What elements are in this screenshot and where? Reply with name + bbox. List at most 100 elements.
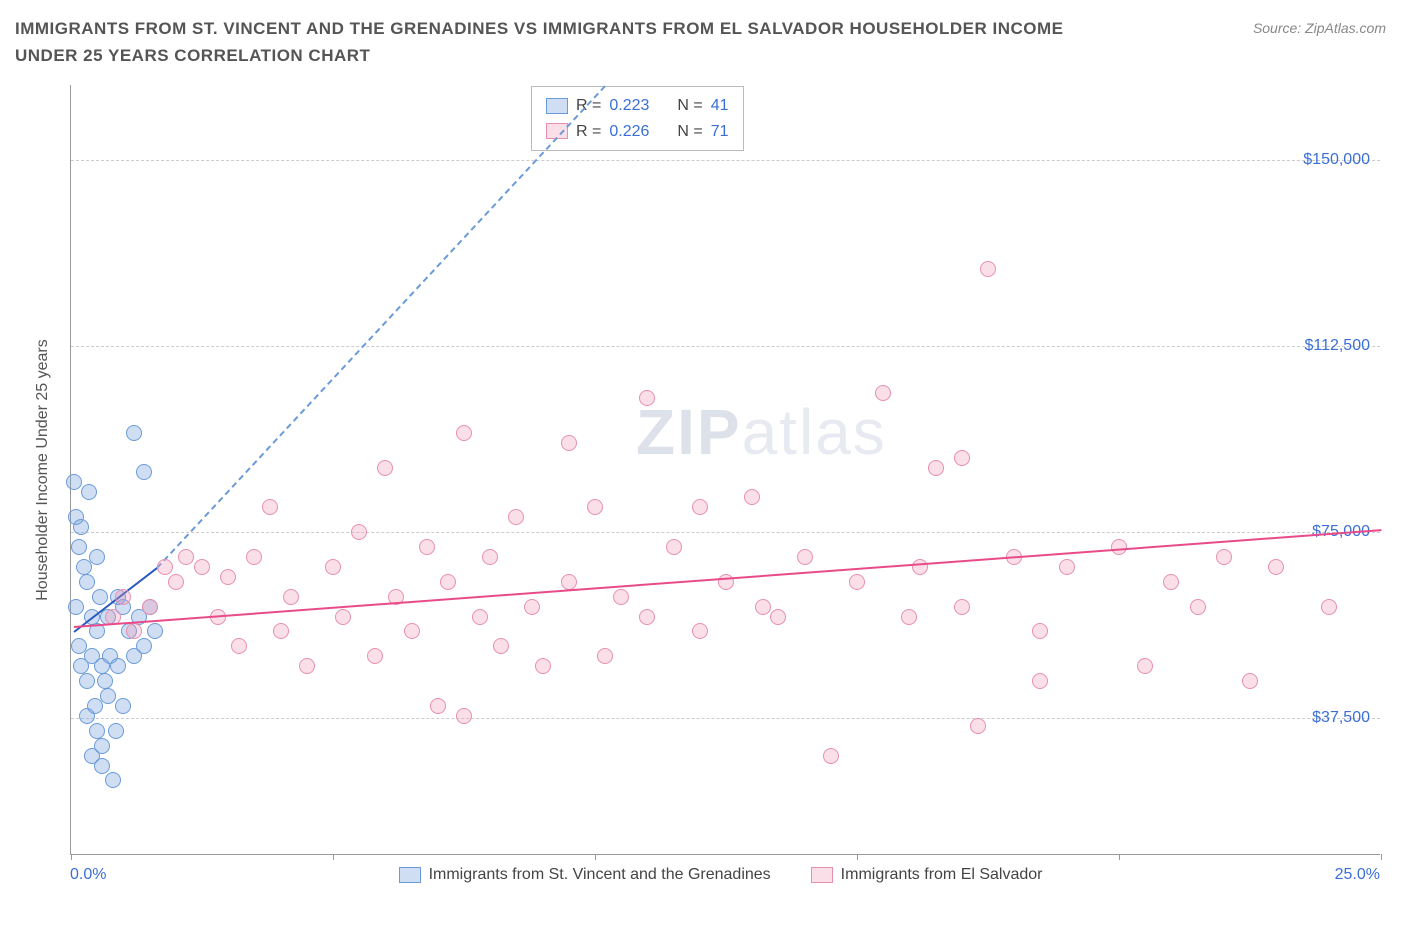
data-point — [178, 549, 194, 565]
data-point — [126, 425, 142, 441]
x-tick — [1381, 854, 1382, 860]
data-point — [126, 623, 142, 639]
y-tick-label: $112,500 — [1304, 337, 1370, 355]
data-point — [92, 589, 108, 605]
data-point — [1242, 673, 1258, 689]
data-point — [351, 524, 367, 540]
data-point — [419, 539, 435, 555]
y-axis-title: Householder Income Under 25 years — [34, 339, 52, 600]
data-point — [68, 599, 84, 615]
data-point — [377, 460, 393, 476]
data-point — [79, 673, 95, 689]
data-point — [561, 435, 577, 451]
data-point — [110, 658, 126, 674]
data-point — [115, 589, 131, 605]
data-point — [901, 609, 917, 625]
data-point — [246, 549, 262, 565]
data-point — [954, 599, 970, 615]
series-legend-label: Immigrants from El Salvador — [841, 866, 1043, 884]
data-point — [1268, 559, 1284, 575]
legend-r-label: R = — [576, 119, 601, 145]
legend-r-label: R = — [576, 93, 601, 119]
data-point — [89, 549, 105, 565]
data-point — [1032, 623, 1048, 639]
data-point — [597, 648, 613, 664]
gridline-h — [71, 160, 1380, 161]
data-point — [299, 658, 315, 674]
data-point — [1321, 599, 1337, 615]
data-point — [94, 738, 110, 754]
legend-swatch — [546, 98, 568, 114]
data-point — [482, 549, 498, 565]
data-point — [283, 589, 299, 605]
data-point — [273, 623, 289, 639]
data-point — [157, 559, 173, 575]
data-point — [613, 589, 629, 605]
data-point — [823, 748, 839, 764]
gridline-h — [71, 346, 1380, 347]
data-point — [73, 519, 89, 535]
legend-n-label: N = — [677, 93, 702, 119]
plot-area: ZIPatlas R = 0.223N = 41R = 0.226N = 71 … — [70, 85, 1380, 855]
data-point — [231, 638, 247, 654]
x-axis-end-label: 25.0% — [1335, 866, 1380, 884]
chart-title: IMMIGRANTS FROM ST. VINCENT AND THE GREN… — [15, 15, 1115, 69]
data-point — [666, 539, 682, 555]
data-point — [639, 390, 655, 406]
data-point — [1111, 539, 1127, 555]
data-point — [692, 499, 708, 515]
data-point — [79, 574, 95, 590]
legend-r-value: 0.226 — [609, 119, 649, 145]
data-point — [136, 464, 152, 480]
legend-n-label: N = — [677, 119, 702, 145]
data-point — [912, 559, 928, 575]
data-point — [524, 599, 540, 615]
data-point — [797, 549, 813, 565]
data-point — [404, 623, 420, 639]
data-point — [692, 623, 708, 639]
data-point — [980, 261, 996, 277]
y-tick-label: $37,500 — [1312, 709, 1370, 727]
watermark-part2: atlas — [742, 396, 887, 468]
trendline-dashed — [157, 85, 606, 568]
x-axis-labels: 0.0% Immigrants from St. Vincent and the… — [70, 860, 1380, 890]
data-point — [115, 698, 131, 714]
data-point — [66, 474, 82, 490]
chart-container: Householder Income Under 25 years ZIPatl… — [15, 85, 1391, 890]
legend-row: R = 0.226N = 71 — [546, 119, 729, 145]
data-point — [142, 599, 158, 615]
data-point — [89, 723, 105, 739]
data-point — [875, 385, 891, 401]
source-attribution: Source: ZipAtlas.com — [1253, 20, 1386, 36]
legend-swatch — [399, 867, 421, 883]
series-legend-item: Immigrants from El Salvador — [811, 866, 1043, 884]
x-axis-start-label: 0.0% — [70, 866, 106, 884]
trendline — [74, 530, 1382, 629]
data-point — [100, 688, 116, 704]
data-point — [262, 499, 278, 515]
watermark: ZIPatlas — [636, 395, 887, 469]
legend-r-value: 0.223 — [609, 93, 649, 119]
data-point — [147, 623, 163, 639]
data-point — [430, 698, 446, 714]
series-legend-label: Immigrants from St. Vincent and the Gren… — [429, 866, 771, 884]
data-point — [220, 569, 236, 585]
data-point — [1032, 673, 1048, 689]
data-point — [71, 539, 87, 555]
data-point — [755, 599, 771, 615]
data-point — [456, 708, 472, 724]
y-tick-label: $150,000 — [1303, 151, 1370, 169]
data-point — [136, 638, 152, 654]
data-point — [108, 723, 124, 739]
data-point — [1190, 599, 1206, 615]
series-legend-item: Immigrants from St. Vincent and the Gren… — [399, 866, 771, 884]
data-point — [587, 499, 603, 515]
data-point — [168, 574, 184, 590]
data-point — [770, 609, 786, 625]
legend-row: R = 0.223N = 41 — [546, 93, 729, 119]
data-point — [928, 460, 944, 476]
data-point — [970, 718, 986, 734]
data-point — [1059, 559, 1075, 575]
data-point — [325, 559, 341, 575]
data-point — [97, 673, 113, 689]
